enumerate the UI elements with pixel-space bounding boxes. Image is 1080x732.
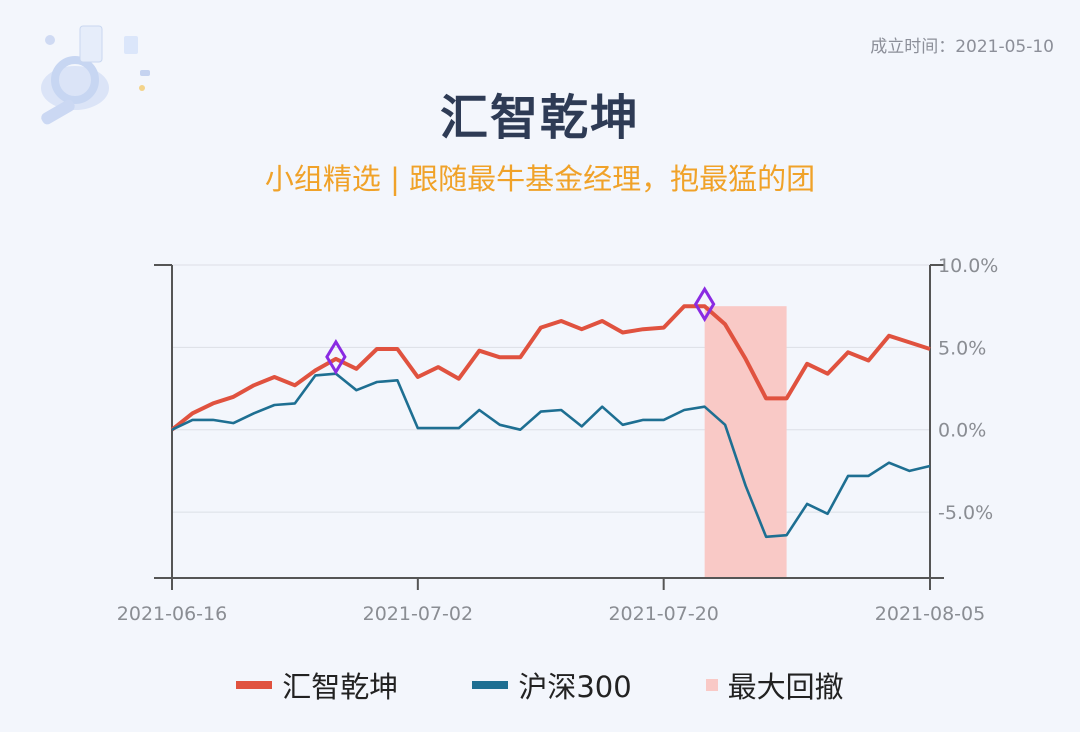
x-tick-label-3: 2021-08-05 [875,603,985,625]
max-drawdown-area [704,306,787,578]
y-tick-label-2: 0.0% [938,420,986,442]
chart-legend: 汇智乾坤 沪深300 最大回撤 [0,664,1080,706]
legend-item-fund[interactable]: 汇智乾坤 [236,664,398,706]
chart-series [170,304,931,539]
y-tick-label-1: 5.0% [938,337,986,359]
legend-label-drawdown: 最大回撤 [727,670,844,704]
max-drawdown-rect [704,306,787,578]
chart-axes [154,264,944,579]
chart-gridlines [172,264,930,513]
page-title: 汇智乾坤 [439,90,640,146]
series-line-1 [171,372,931,539]
y-tick-label-3: -5.0% [938,502,993,524]
legend-item-drawdown[interactable]: 最大回撤 [705,664,844,706]
chart-markers [325,286,716,375]
legend-item-index[interactable]: 沪深300 [472,664,632,706]
x-tick-label-2: 2021-07-20 [608,603,718,625]
legend-label-index: 沪深300 [518,670,632,704]
established-date: 成立时间：2021-05-10 [870,37,1054,57]
x-tick-label-1: 2021-07-02 [363,603,473,625]
y-tick-label-0: 10.0% [938,255,998,277]
legend-swatch-index [472,681,509,689]
magnifier-illustration-icon [41,25,150,125]
peak-marker-0 [325,338,347,375]
legend-swatch-drawdown [705,679,718,691]
chart-tick-labels: 10.0% 5.0% 0.0% -5.0% 2021-06-16 2021-07-02 20… [117,255,999,625]
legend-swatch-fund [236,681,273,689]
series-line-0 [170,304,931,432]
page-subtitle: 小组精选 | 跟随最牛基金经理，抱最猛的团 [264,162,816,196]
legend-label-fund: 汇智乾坤 [282,670,399,704]
x-tick-label-0: 2021-06-16 [117,603,227,625]
peak-marker-1 [693,286,716,323]
